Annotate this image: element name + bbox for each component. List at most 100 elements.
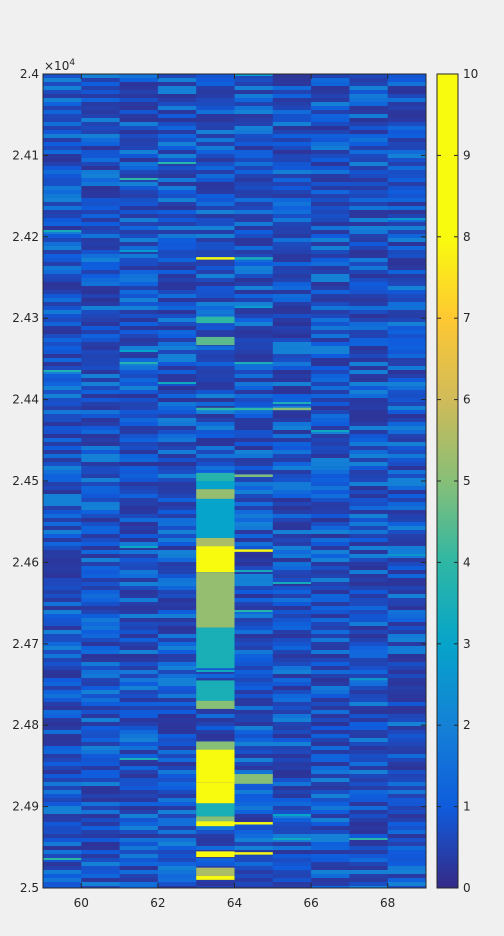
heatmap-feature — [196, 875, 235, 880]
heatmap-cell — [349, 562, 389, 567]
heatmap-cell — [196, 458, 235, 463]
heatmap-cell — [196, 454, 235, 459]
heatmap-cell — [234, 210, 274, 215]
heatmap-cell — [234, 318, 274, 323]
heatmap-cell — [311, 470, 350, 475]
heatmap-cell — [43, 582, 82, 587]
heatmap-cell — [157, 746, 197, 751]
heatmap-cell — [119, 202, 159, 207]
heatmap-cell — [119, 598, 159, 603]
heatmap-cell — [234, 198, 274, 203]
heatmap-cell — [119, 790, 159, 795]
heatmap-cell — [43, 482, 82, 487]
heatmap-cell — [196, 346, 235, 351]
heatmap-cell — [157, 878, 197, 883]
heatmap-cell — [81, 862, 121, 867]
heatmap-cell — [196, 186, 235, 191]
heatmap-cell — [349, 86, 389, 91]
heatmap-cell — [157, 354, 197, 359]
heatmap-cell — [119, 850, 159, 855]
y-tick-label: 2.49 — [12, 800, 39, 814]
heatmap-cell — [349, 570, 389, 575]
heatmap-cell — [81, 618, 121, 623]
heatmap-cell — [43, 866, 82, 871]
heatmap-cell — [272, 78, 312, 83]
heatmap-cell — [387, 274, 426, 279]
heatmap-cell — [81, 798, 121, 803]
heatmap-cell — [43, 334, 82, 339]
heatmap-cell — [196, 390, 235, 395]
heatmap-cell — [234, 746, 274, 751]
heatmap-cell — [311, 550, 350, 555]
heatmap-cell — [196, 250, 235, 255]
heatmap-cell — [157, 806, 197, 811]
heatmap-cell — [349, 282, 389, 287]
heatmap-cell — [119, 814, 159, 819]
heatmap-cell — [43, 470, 82, 475]
heatmap-cell — [311, 466, 350, 471]
heatmap-cell — [349, 614, 389, 619]
heatmap-cell — [234, 882, 274, 887]
heatmap-cell — [157, 810, 197, 815]
heatmap-cell — [157, 854, 197, 859]
heatmap-cell — [234, 586, 274, 591]
heatmap-cell — [311, 670, 350, 675]
heatmap-cell — [311, 810, 350, 815]
heatmap-cell — [272, 326, 312, 331]
heatmap-cell — [196, 98, 235, 103]
heatmap-cell — [234, 354, 274, 359]
heatmap-cell — [234, 502, 274, 507]
heatmap-cell — [43, 622, 82, 627]
heatmap-cell — [196, 306, 235, 311]
colorbar-tick-label: 8 — [463, 230, 471, 244]
heatmap-cell — [311, 554, 350, 559]
heatmap-cell — [157, 630, 197, 635]
heatmap-cell — [311, 174, 350, 179]
heatmap-cell — [234, 334, 274, 339]
heatmap-cell — [196, 234, 235, 239]
heatmap-cell — [272, 382, 312, 387]
heatmap-cell — [387, 182, 426, 187]
heatmap-cell — [43, 782, 82, 787]
heatmap-cell — [119, 482, 159, 487]
heatmap-cell — [81, 178, 121, 183]
heatmap-cell — [119, 338, 159, 343]
heatmap-cell — [157, 626, 197, 631]
heatmap-feature — [234, 474, 273, 477]
heatmap-cell — [234, 738, 274, 743]
heatmap-cell — [349, 746, 389, 751]
heatmap-cell — [43, 534, 82, 539]
heatmap-feature — [196, 472, 235, 481]
heatmap-cell — [349, 534, 389, 539]
heatmap-cell — [387, 342, 426, 347]
heatmap-cell — [81, 782, 121, 787]
heatmap-cell — [234, 394, 274, 399]
heatmap-cell — [234, 218, 274, 223]
heatmap-cell — [119, 522, 159, 527]
heatmap-cell — [196, 710, 235, 715]
heatmap-cell — [43, 386, 82, 391]
heatmap-cell — [234, 122, 274, 127]
heatmap-cell — [196, 838, 235, 843]
heatmap-cell — [119, 394, 159, 399]
heatmap-cell — [272, 434, 312, 439]
heatmap-cell — [119, 86, 159, 91]
heatmap-cell — [311, 766, 350, 771]
heatmap-cell — [157, 334, 197, 339]
heatmap-cell — [196, 154, 235, 159]
heatmap-cell — [43, 634, 82, 639]
heatmap-cell — [387, 234, 426, 239]
heatmap-cell — [272, 350, 312, 355]
heatmap-cell — [81, 358, 121, 363]
heatmap-cell — [234, 766, 274, 771]
heatmap-cell — [311, 266, 350, 271]
heatmap-cell — [387, 670, 426, 675]
heatmap-feature — [196, 336, 235, 346]
heatmap-cell — [349, 90, 389, 95]
heatmap-cell — [234, 190, 274, 195]
heatmap-cell — [43, 526, 82, 531]
heatmap-cell — [234, 734, 274, 739]
y-tick-label: 2.48 — [12, 718, 39, 732]
heatmap-cell — [119, 826, 159, 831]
heatmap-cell — [157, 310, 197, 315]
